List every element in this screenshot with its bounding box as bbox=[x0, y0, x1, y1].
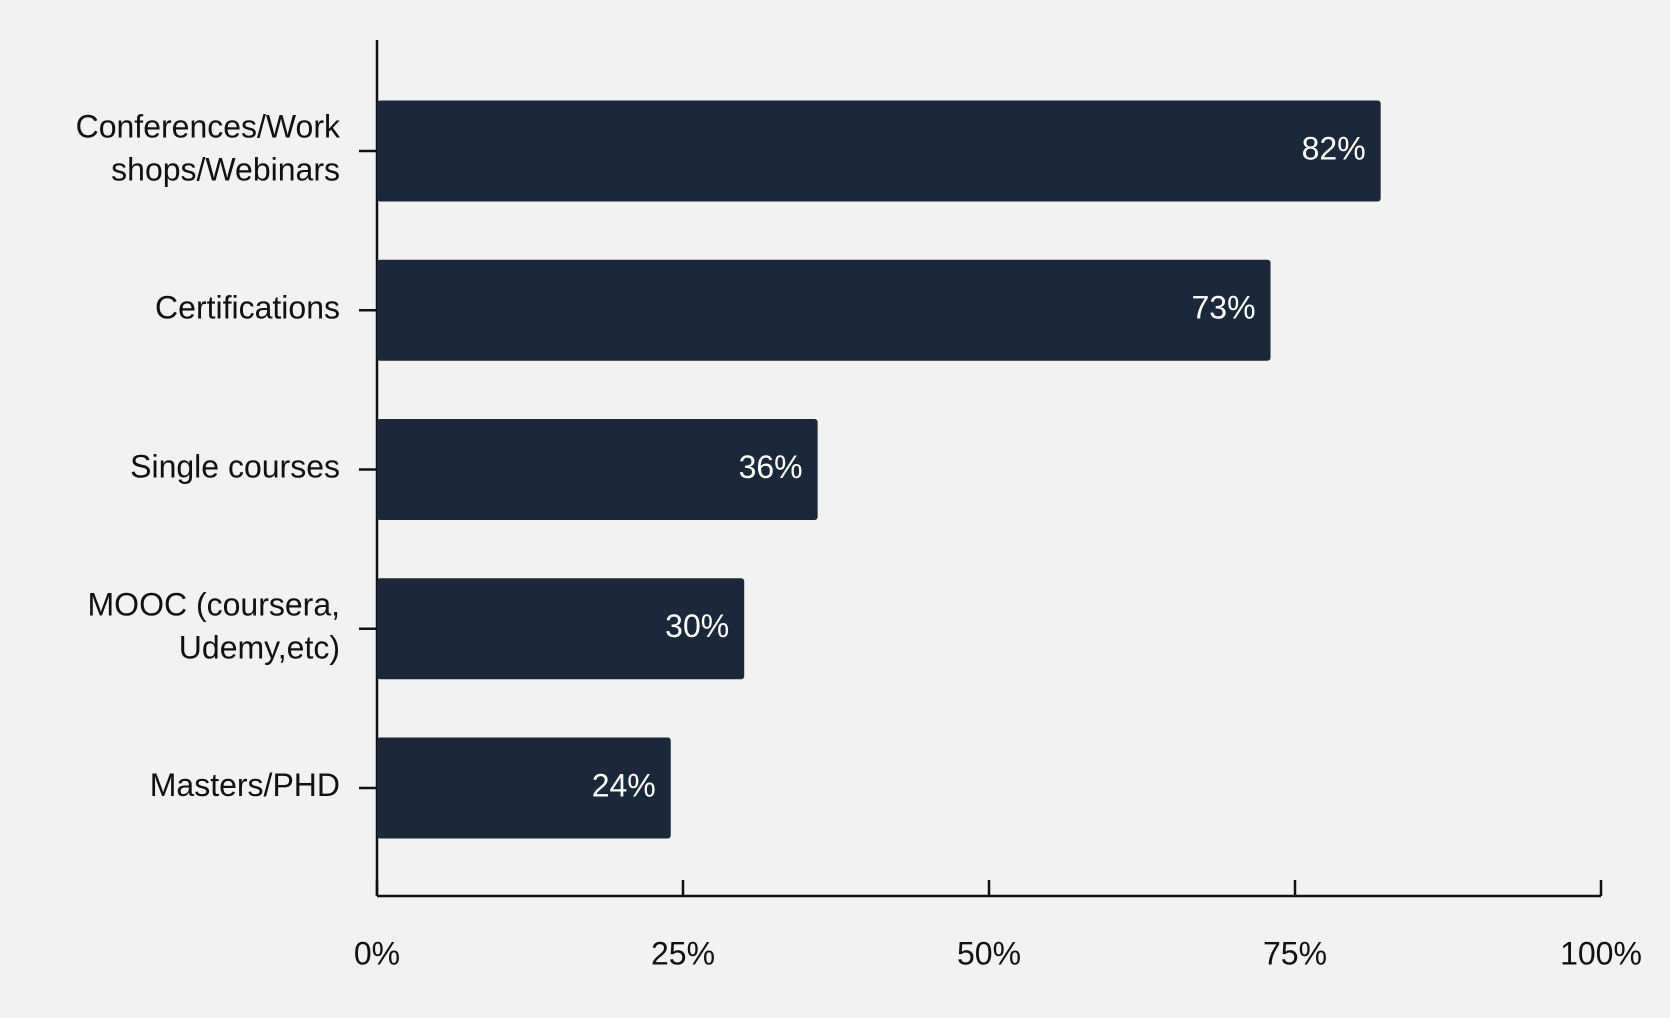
x-tick-label: 100% bbox=[1560, 935, 1642, 971]
bar bbox=[377, 578, 745, 680]
bar bbox=[377, 737, 671, 839]
y-tick-label: Single courses bbox=[130, 449, 340, 485]
y-tick-label-line: Certifications bbox=[155, 290, 340, 326]
y-tick-label-line: MOOC (coursera, bbox=[88, 587, 340, 623]
y-tick-label-line: Masters/PHD bbox=[150, 767, 340, 803]
value-label: 73% bbox=[1191, 290, 1255, 326]
y-tick-label-line: shops/Webinars bbox=[111, 152, 340, 188]
y-tick-label: Certifications bbox=[155, 290, 340, 326]
y-tick-label: Conferences/Work shops/Webinars bbox=[76, 109, 341, 188]
y-tick-label: MOOC (coursera, Udemy,etc) bbox=[88, 587, 340, 666]
x-tick-label: 0% bbox=[354, 935, 400, 971]
y-tick-label: Masters/PHD bbox=[150, 767, 340, 803]
bar bbox=[377, 419, 818, 520]
value-label: 36% bbox=[739, 449, 803, 485]
y-tick-label-line: Single courses bbox=[130, 449, 340, 485]
bar bbox=[377, 100, 1381, 202]
bar bbox=[377, 259, 1271, 361]
value-label: 24% bbox=[592, 767, 656, 803]
x-tick-label: 75% bbox=[1263, 935, 1327, 971]
x-tick-label: 50% bbox=[957, 935, 1021, 971]
y-tick-label-line: Conferences/Work bbox=[76, 109, 341, 145]
value-label: 30% bbox=[665, 608, 729, 644]
y-tick-label-line: Udemy,etc) bbox=[179, 630, 340, 666]
value-label: 82% bbox=[1302, 130, 1366, 166]
x-tick-label: 25% bbox=[651, 935, 715, 971]
